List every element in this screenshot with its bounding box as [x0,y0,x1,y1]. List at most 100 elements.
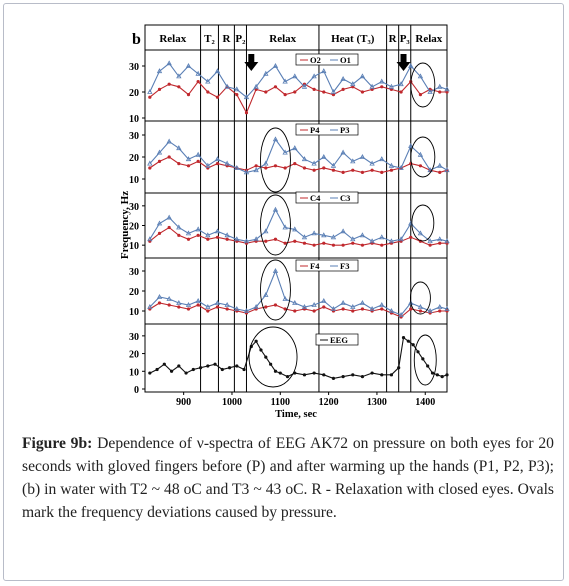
data-point-O1 [398,81,404,87]
data-point-F4 [157,301,162,305]
data-point-O2 [157,87,162,91]
data-point-F3 [214,299,221,305]
data-point-C3 [301,234,308,240]
data-point-O2 [293,90,297,94]
data-point-O1 [379,78,385,84]
data-point-C3 [427,238,433,244]
y-tick-label: 10 [129,175,139,186]
data-point-P3 [388,162,395,168]
data-point-O1 [417,73,424,79]
data-point-F3 [321,297,327,303]
data-point-C4 [215,235,220,239]
data-point-O2 [177,85,181,89]
data-point-O2 [341,87,345,91]
y-tick-label: 30 [129,332,139,343]
data-point-EEG [401,336,406,340]
data-point-EEG [426,364,430,368]
data-point-EEG [322,373,326,377]
data-point-EEG [259,348,263,352]
data-point-F3 [205,303,211,309]
y-tick-label: 0 [134,385,139,396]
data-point-C4 [351,241,355,245]
data-point-O1 [369,83,375,89]
data-point-P4 [215,162,220,166]
data-point-F3 [156,293,163,299]
data-point-O2 [283,93,287,97]
data-point-EEG [302,373,307,377]
data-point-EEG [264,355,268,359]
figure-caption: Figure 9b: Dependence of ν-spectra of EE… [22,432,554,524]
data-point-F3 [369,305,375,311]
data-point-EEG [184,371,188,375]
data-point-C4 [177,233,181,237]
data-point-F4 [370,309,374,313]
deviation-oval [411,204,435,242]
data-point-O1 [224,83,230,89]
legend-entry: P3 [340,125,349,135]
data-point-F4 [283,307,287,311]
data-point-C4 [399,239,403,243]
data-point-P4 [331,168,336,172]
data-point-P4 [370,168,374,172]
data-point-F3 [292,299,298,305]
x-axis-label: Time, sec [275,409,317,420]
data-point-EEG [278,371,282,375]
phase-label: R [389,33,398,45]
data-point-O1 [444,86,450,92]
x-tick-label: 1100 [271,397,290,408]
data-point-C4 [206,237,210,241]
data-point-F4 [445,309,449,313]
y-tick-label: 10 [129,367,139,378]
data-point-C4 [264,239,268,243]
data-point-C3 [321,232,327,238]
data-point-O2 [273,85,278,89]
data-point-P3 [272,136,279,142]
data-point-O1 [321,68,327,74]
data-point-P3 [195,151,201,157]
data-point-P3 [359,153,366,159]
caption-text: Dependence of ν-spectra of EEG AK72 on p… [22,435,554,521]
data-point-F4 [360,307,365,311]
data-point-EEG [380,373,384,377]
data-point-EEG [169,369,174,373]
data-point-O1 [427,88,433,94]
data-point-EEG [370,371,374,375]
data-point-C3 [379,234,385,240]
data-point-C3 [444,238,450,244]
data-point-C3 [205,232,211,238]
deviation-oval [410,136,436,178]
data-point-O2 [148,95,152,99]
deviation-oval [409,281,431,315]
phase-label: P₃ [400,33,411,45]
data-point-EEG [445,373,449,377]
legend-entry: C3 [340,193,350,203]
legend-box [295,191,359,204]
data-point-F4 [225,307,229,311]
data-point-O1 [388,83,395,89]
data-point-F4 [293,309,297,313]
series-line-O2 [149,80,447,115]
data-point-P3 [369,160,375,166]
data-point-C4 [244,241,249,245]
data-point-F4 [196,303,200,307]
data-point-C3 [388,238,395,244]
data-point-P3 [234,164,240,170]
data-point-O2 [312,87,316,91]
data-point-P4 [157,159,162,163]
data-point-F4 [418,309,423,313]
data-point-EEG [360,375,365,379]
phase-label: T₂ [204,33,215,45]
data-point-F3 [263,291,269,297]
data-point-F3 [166,295,172,301]
data-point-P4 [177,162,181,166]
deviation-oval [260,194,291,256]
figure-frame [3,3,564,581]
data-point-O2 [322,90,326,94]
data-point-EEG [341,375,345,379]
x-tick-label: 1000 [222,397,242,408]
data-point-P3 [379,156,385,162]
y-tick-label: 30 [129,267,139,278]
legend-entry: EEG [330,335,348,345]
data-point-P4 [264,166,268,170]
caption-label: Figure 9b: [22,435,93,452]
